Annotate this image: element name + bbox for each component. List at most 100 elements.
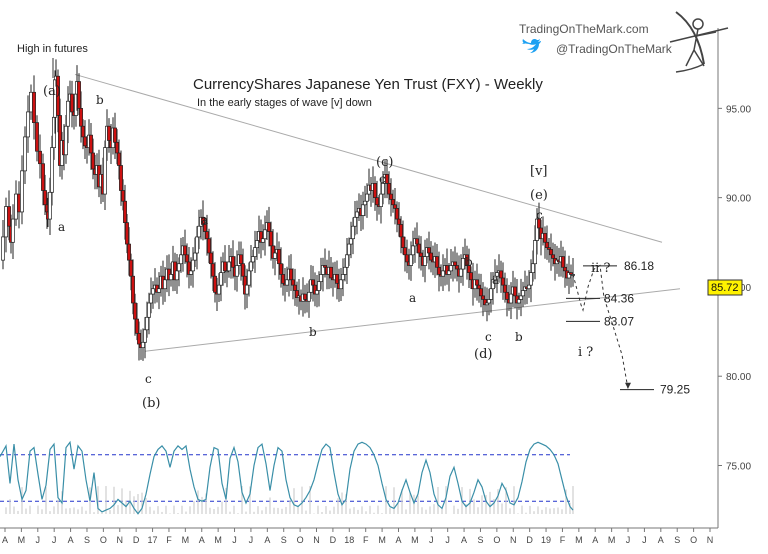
x-tick-label: D: [330, 535, 337, 545]
candle-up: [193, 252, 197, 261]
candle-down: [231, 256, 235, 268]
candle-down: [183, 245, 187, 256]
x-tick-label: F: [363, 535, 369, 545]
candle-down: [121, 190, 125, 202]
candle-down: [137, 333, 141, 345]
x-tick-label: S: [84, 535, 90, 545]
candle-down: [335, 274, 339, 284]
candle-down: [387, 183, 391, 195]
candle-up: [245, 284, 249, 295]
candle-down: [70, 93, 74, 113]
candle-down: [427, 247, 431, 254]
candle-up: [195, 236, 199, 254]
x-tick-label: M: [182, 535, 190, 545]
candle-down: [277, 249, 281, 265]
projected-wave-path: [572, 264, 629, 389]
candle-down: [269, 231, 273, 247]
candle-up: [48, 191, 52, 220]
wave-label-c-paren: (c): [376, 155, 393, 170]
chart-title: CurrencyShares Japanese Yen Trust (FXY) …: [193, 76, 543, 93]
candle-down: [205, 231, 209, 240]
candle-up: [103, 147, 107, 195]
candle-down: [35, 122, 39, 152]
candle-down: [419, 252, 423, 257]
candle-up: [191, 259, 195, 272]
candle-down: [417, 243, 421, 254]
wave-label-a-2: a: [201, 213, 208, 227]
candle-up: [157, 288, 161, 293]
candle-up: [529, 272, 533, 286]
candle-up: [1, 236, 5, 261]
candle-down: [211, 263, 215, 277]
candle-down: [293, 284, 297, 291]
x-tick-label: J: [249, 535, 254, 545]
candle-down: [393, 204, 397, 209]
candle-down: [505, 291, 509, 300]
candle-up: [411, 245, 415, 256]
candle-down: [279, 263, 283, 275]
twitter-bird-icon[interactable]: [522, 39, 541, 53]
candle-down: [115, 141, 119, 154]
candle-down: [415, 238, 419, 245]
candle-up: [143, 329, 147, 343]
y-tick-label: 90.00: [726, 194, 751, 205]
candle-up: [251, 256, 255, 263]
twitter-handle[interactable]: @TradingOnTheMark: [556, 42, 673, 56]
candle-up: [179, 254, 183, 265]
candle-down: [91, 152, 95, 170]
candle-up: [219, 272, 223, 286]
candle-up: [247, 270, 251, 286]
candle-down: [477, 284, 481, 290]
candle-down: [503, 284, 507, 293]
candle-down: [395, 208, 399, 220]
candle-down: [89, 134, 93, 154]
candle-down: [303, 293, 307, 300]
x-tick-label: A: [658, 535, 664, 545]
candle-down: [32, 91, 36, 123]
candle-up: [149, 293, 153, 304]
candle-down: [561, 256, 565, 268]
candle-up: [521, 290, 525, 297]
candle-down: [397, 218, 401, 225]
x-tick-label: J: [626, 535, 631, 545]
candle-up: [175, 270, 179, 281]
x-tick-label: A: [199, 535, 205, 545]
level-label-79-25: 79.25: [660, 383, 690, 397]
candle-up: [351, 225, 355, 240]
x-tick-label: M: [575, 535, 583, 545]
x-tick-label: M: [18, 535, 26, 545]
candle-down: [129, 259, 133, 277]
candle-down: [563, 266, 567, 272]
x-tick-label: N: [510, 535, 517, 545]
candle-up: [145, 316, 149, 331]
candle-up: [363, 200, 367, 206]
candle-down: [239, 254, 243, 265]
candle-up: [447, 270, 451, 275]
wave-label-d-paren: (d): [474, 347, 492, 362]
upper-trendline: [74, 73, 663, 243]
candle-down: [403, 247, 407, 256]
x-tick-label: 18: [344, 535, 354, 545]
candle-down: [453, 261, 457, 266]
candle-down: [77, 81, 81, 109]
x-tick-label: O: [297, 535, 304, 545]
x-tick-label: A: [2, 535, 8, 545]
x-tick-label: N: [313, 535, 320, 545]
y-tick-label: 75.00: [726, 462, 751, 473]
candle-down: [399, 224, 403, 238]
candle-up: [349, 238, 353, 245]
candle-up: [517, 299, 521, 304]
candle-down: [133, 302, 137, 320]
candle-up: [151, 288, 155, 295]
candle-down: [373, 183, 377, 198]
site-url[interactable]: TradingOnTheMark.com: [519, 22, 649, 36]
candle-up: [23, 136, 27, 172]
candle-down: [551, 254, 555, 259]
candle-down: [549, 249, 553, 256]
candle-down: [223, 261, 227, 272]
x-tick-label: J: [642, 535, 647, 545]
candle-down: [499, 270, 503, 279]
candle-down: [185, 254, 189, 263]
candle-up: [317, 281, 321, 291]
